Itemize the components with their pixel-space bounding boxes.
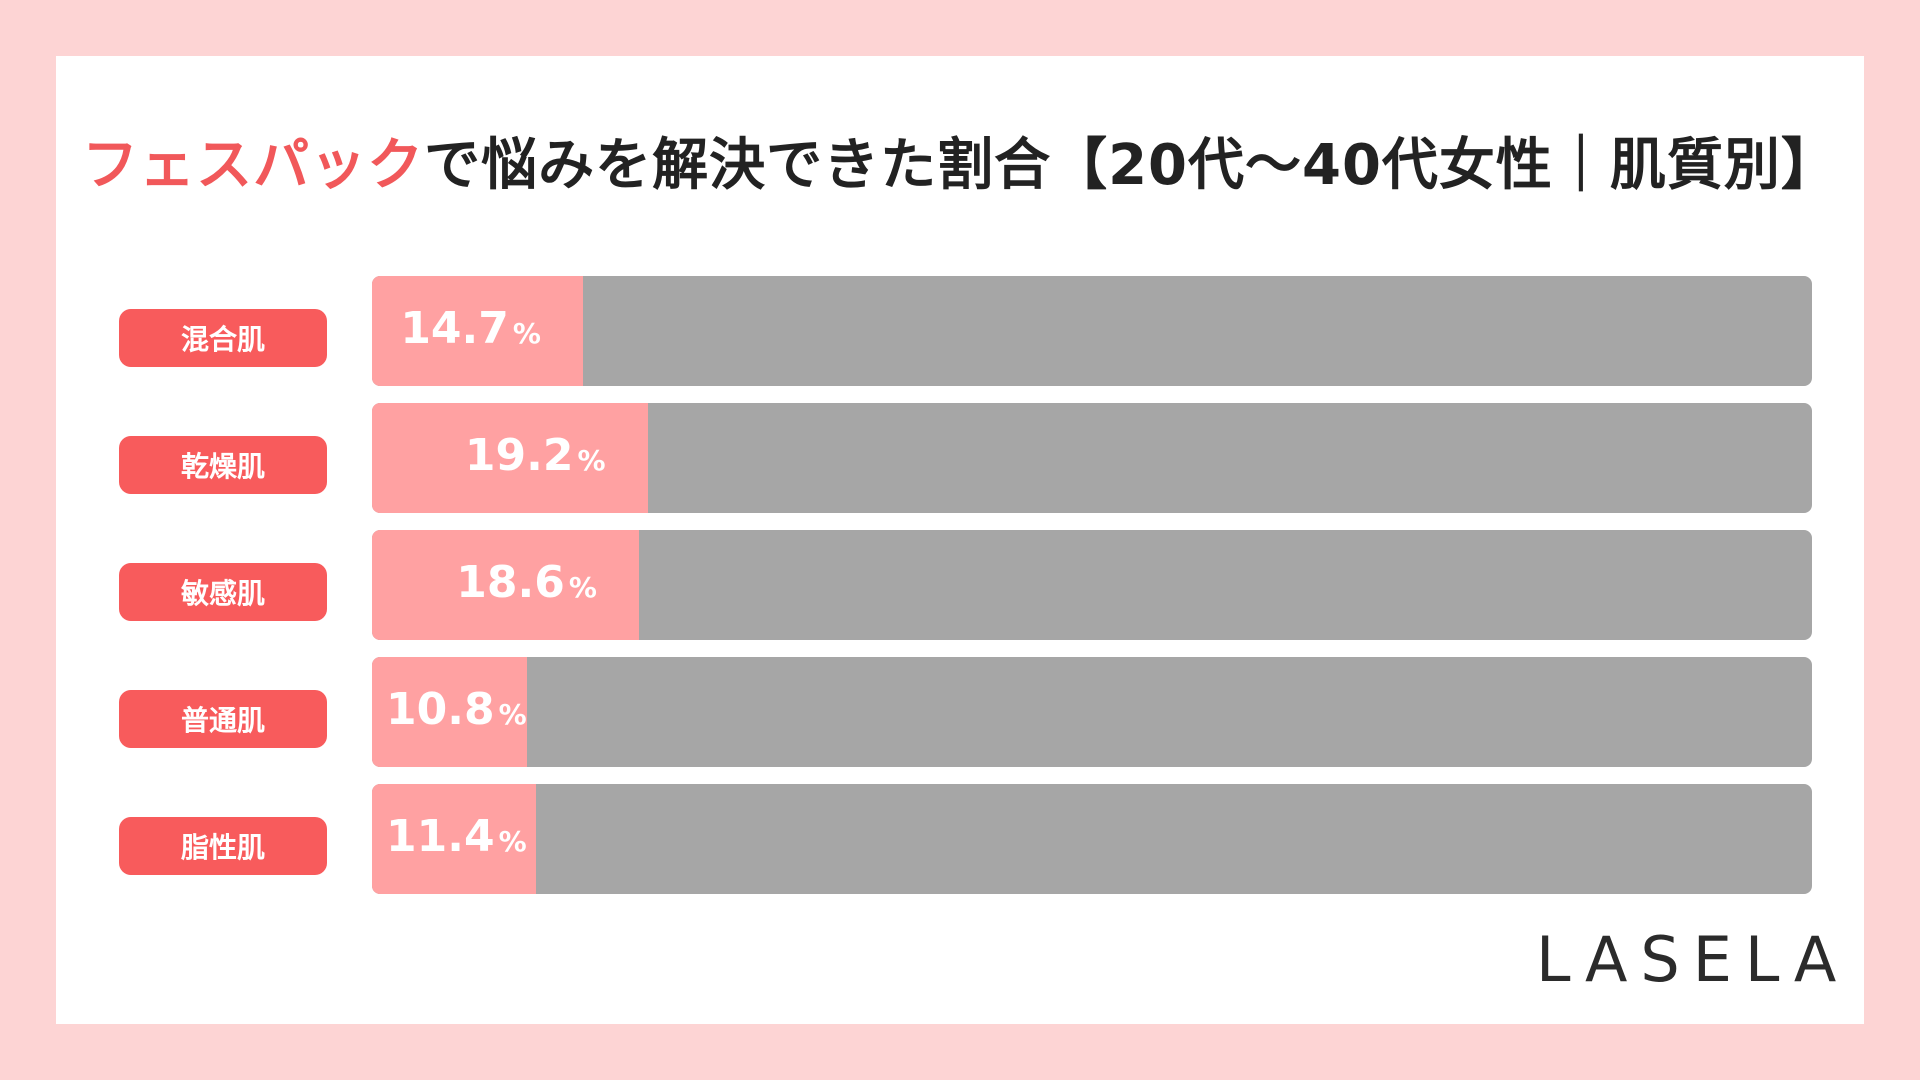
bar-track: 11.4% [372,784,1812,894]
bar [372,784,536,894]
bar-track: 19.2% [372,403,1812,513]
category-label: 混合肌 [119,309,327,367]
bar [372,530,639,640]
data-label-unit: % [568,571,597,604]
bar-row: 敏感肌 18.6% [0,530,1920,640]
title-rest: で悩みを解決できた割合【20代〜40代女性｜肌質別】 [424,133,1838,198]
brand-logo: LASELA [1536,923,1850,996]
data-label-value: 11.4 [386,811,495,862]
data-label: 19.2% [465,421,606,491]
bar-row: 普通肌 10.8% [0,657,1920,767]
data-label-unit: % [512,317,541,350]
bar-track: 10.8% [372,657,1812,767]
bar-row: 混合肌 14.7% [0,276,1920,386]
bar-row: 乾燥肌 19.2% [0,403,1920,513]
data-label-value: 19.2 [464,430,574,481]
data-label-unit: % [577,444,606,477]
data-label-value: 14.7 [400,303,509,354]
data-label: 18.6% [456,548,597,618]
category-label: 脂性肌 [119,817,327,875]
category-label: 乾燥肌 [119,436,327,494]
data-label: 10.8% [386,675,527,745]
category-label: 普通肌 [119,690,327,748]
bar-row: 脂性肌 11.4% [0,784,1920,894]
chart-title: フェスパックで悩みを解決できた割合【20代〜40代女性｜肌質別】 [0,126,1920,206]
data-label-value: 18.6 [456,557,565,608]
data-label-value: 10.8 [386,684,495,735]
bar [372,657,527,767]
bar [372,276,583,386]
title-highlight: フェスパック [82,133,425,198]
data-label-unit: % [498,698,527,731]
data-label-unit: % [498,825,527,858]
data-label: 14.7% [400,294,541,364]
bar [372,403,648,513]
bar-track: 14.7% [372,276,1812,386]
category-label: 敏感肌 [119,563,327,621]
data-label: 11.4% [386,802,527,872]
bar-track: 18.6% [372,530,1812,640]
